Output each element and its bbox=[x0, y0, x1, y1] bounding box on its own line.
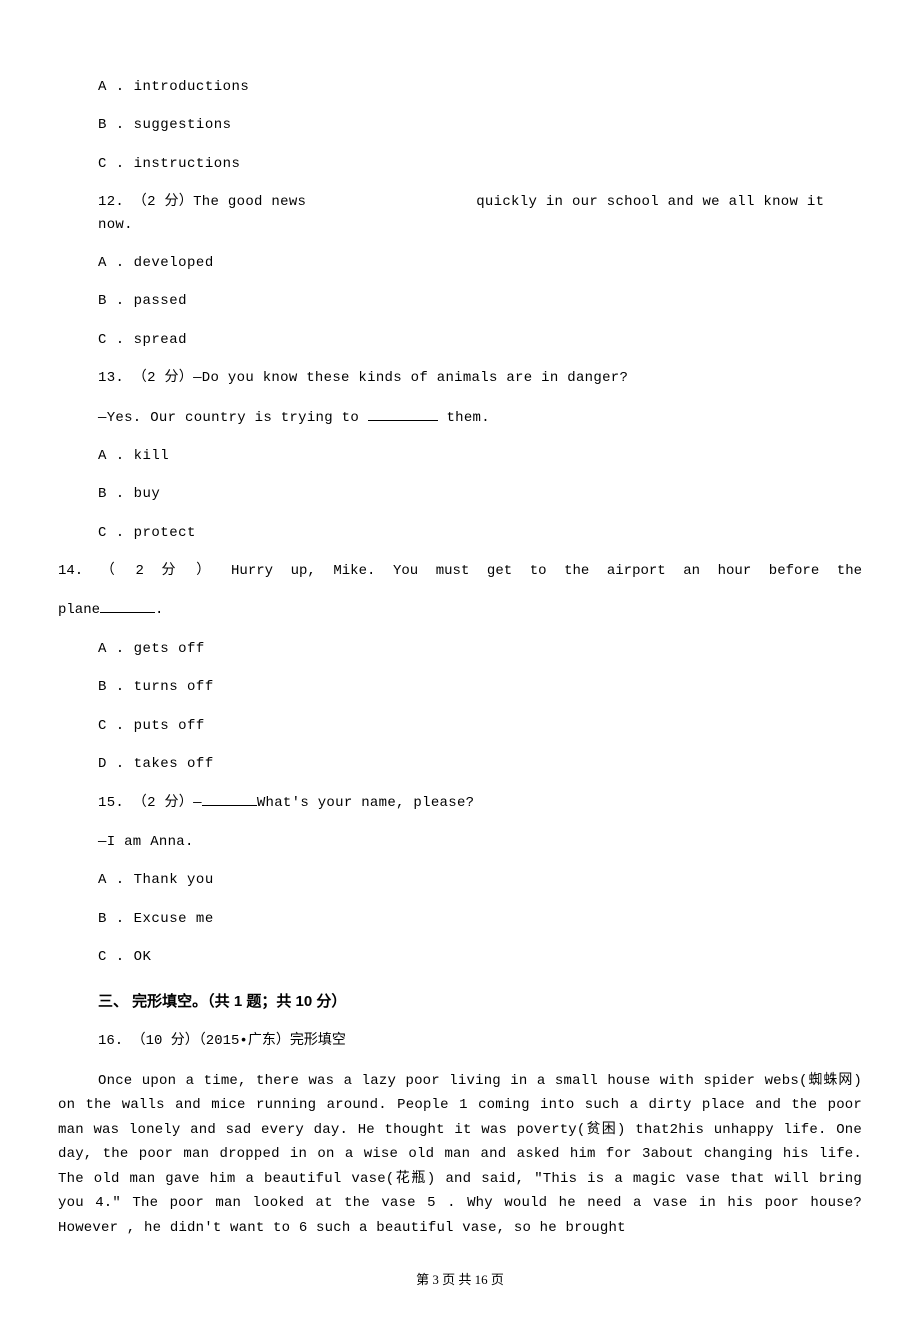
document-page: A . introductions B . suggestions C . in… bbox=[0, 0, 920, 1331]
q14-stem2-post: . bbox=[155, 602, 163, 618]
q14-blank bbox=[100, 598, 155, 613]
q13-blank bbox=[368, 406, 438, 421]
q13-stem-line2: —Yes. Our country is trying to them. bbox=[98, 406, 862, 429]
q11-option-c: C . instructions bbox=[98, 153, 862, 175]
q13-stem-line1: 13. （2 分）—Do you know these kinds of ani… bbox=[98, 367, 862, 389]
q14-stem-line1: 14. （ 2 分 ） Hurry up, Mike. You must get… bbox=[58, 560, 862, 582]
q13-stem2-post: them. bbox=[438, 410, 490, 426]
q14-option-a: A . gets off bbox=[98, 638, 862, 660]
q13-option-b: B . buy bbox=[98, 483, 862, 505]
q11-option-a: A . introductions bbox=[98, 76, 862, 98]
q12-stem: 12. （2 分）The good newsquickly in our sch… bbox=[98, 191, 862, 236]
q12-option-b: B . passed bbox=[98, 290, 862, 312]
q15-option-c: C . OK bbox=[98, 946, 862, 968]
q15-blank bbox=[202, 791, 257, 806]
q15-stem1-pre: 15. （2 分）— bbox=[98, 795, 202, 811]
q15-stem-line1: 15. （2 分）— What's your name, please? bbox=[98, 791, 862, 814]
q15-stem1-post: What's your name, please? bbox=[257, 795, 475, 811]
q12-option-c: C . spread bbox=[98, 329, 862, 351]
q12-option-a: A . developed bbox=[98, 252, 862, 274]
q14-stem2-pre: plane bbox=[58, 602, 100, 618]
q14-stem-line2: plane. bbox=[58, 598, 862, 621]
section-3-header: 三、 完形填空。（共 1 题；共 10 分） bbox=[98, 990, 862, 1014]
q16-intro: 16. （10 分）（2015•广东）完形填空 bbox=[98, 1030, 862, 1052]
q15-option-b: B . Excuse me bbox=[98, 908, 862, 930]
q15-stem-line2: —I am Anna. bbox=[98, 831, 862, 853]
q12-stem-pre: 12. （2 分）The good news bbox=[98, 194, 306, 210]
q16-passage: Once upon a time, there was a lazy poor … bbox=[58, 1069, 862, 1241]
q14-option-d: D . takes off bbox=[98, 753, 862, 775]
q14-option-c: C . puts off bbox=[98, 715, 862, 737]
q13-stem2-pre: —Yes. Our country is trying to bbox=[98, 410, 368, 426]
q11-option-b: B . suggestions bbox=[98, 114, 862, 136]
q14-option-b: B . turns off bbox=[98, 676, 862, 698]
q13-option-a: A . kill bbox=[98, 445, 862, 467]
page-footer: 第 3 页 共 16 页 bbox=[58, 1270, 862, 1291]
q15-option-a: A . Thank you bbox=[98, 869, 862, 891]
q13-option-c: C . protect bbox=[98, 522, 862, 544]
